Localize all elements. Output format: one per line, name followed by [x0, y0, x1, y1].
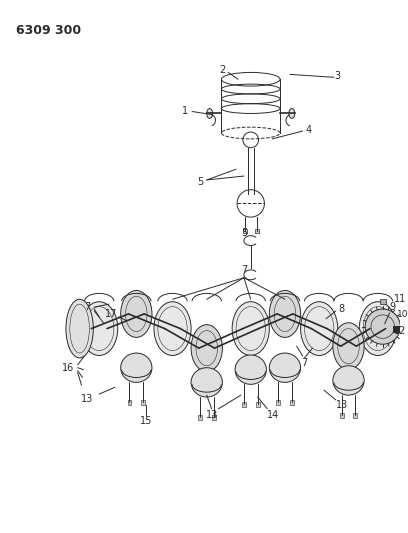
- Text: 14: 14: [267, 410, 279, 419]
- Text: 13: 13: [206, 410, 218, 419]
- Text: 15: 15: [140, 416, 152, 426]
- Text: 3: 3: [335, 71, 341, 82]
- Text: 9: 9: [390, 302, 396, 312]
- Bar: [353, 413, 357, 417]
- Circle shape: [365, 309, 400, 344]
- Ellipse shape: [207, 109, 213, 118]
- Bar: [340, 413, 344, 417]
- Ellipse shape: [191, 325, 222, 372]
- Ellipse shape: [269, 290, 301, 337]
- Ellipse shape: [81, 302, 118, 356]
- Bar: [243, 229, 247, 233]
- Bar: [380, 299, 386, 304]
- Text: 13: 13: [81, 394, 93, 404]
- Text: 7: 7: [84, 302, 91, 312]
- Text: 5: 5: [241, 228, 247, 238]
- Bar: [242, 402, 246, 407]
- Ellipse shape: [333, 366, 364, 395]
- Ellipse shape: [333, 322, 364, 370]
- Ellipse shape: [232, 302, 269, 356]
- Text: 4: 4: [305, 125, 311, 135]
- Ellipse shape: [289, 109, 295, 118]
- Text: 16: 16: [62, 362, 74, 373]
- Bar: [255, 229, 259, 233]
- Bar: [290, 400, 294, 405]
- Ellipse shape: [269, 353, 301, 382]
- Bar: [212, 415, 215, 419]
- Text: 7: 7: [302, 358, 308, 368]
- Text: 12: 12: [394, 326, 406, 336]
- Bar: [276, 400, 280, 405]
- Bar: [256, 402, 259, 407]
- Bar: [128, 400, 131, 405]
- Text: 13: 13: [335, 400, 348, 410]
- Circle shape: [401, 322, 408, 332]
- Ellipse shape: [66, 299, 93, 358]
- Text: 7: 7: [241, 265, 247, 275]
- Ellipse shape: [359, 302, 397, 356]
- Text: 2: 2: [219, 66, 226, 76]
- Ellipse shape: [121, 290, 152, 337]
- Text: 5: 5: [197, 177, 203, 187]
- Bar: [141, 400, 145, 405]
- Text: 11: 11: [394, 294, 406, 304]
- Ellipse shape: [191, 368, 222, 397]
- Ellipse shape: [121, 353, 152, 382]
- Text: 17: 17: [105, 309, 117, 319]
- Ellipse shape: [154, 302, 191, 356]
- Ellipse shape: [301, 302, 338, 356]
- Text: 8: 8: [339, 304, 345, 314]
- Text: 10: 10: [397, 310, 408, 319]
- Ellipse shape: [235, 355, 266, 384]
- Bar: [198, 415, 202, 419]
- Text: 6309 300: 6309 300: [16, 23, 81, 37]
- Text: 1: 1: [182, 106, 188, 116]
